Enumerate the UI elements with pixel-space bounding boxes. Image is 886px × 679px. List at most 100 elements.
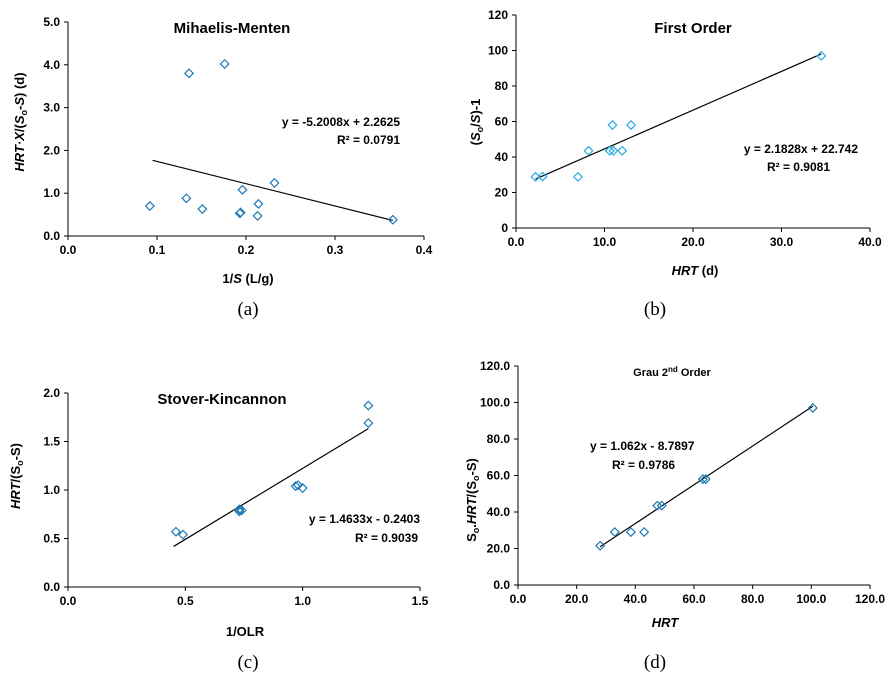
data-point [269,177,280,188]
x-tick-label: 40.0 [858,235,882,249]
y-tick-label: 40 [495,150,509,164]
panel-michaelis-menten: Mihaelis-Menten y = -5.2008x + 2.2625 R²… [12,15,433,320]
y-tick-label: 100 [488,44,508,58]
data-point [234,506,245,517]
panel-grau-second-order: Grau 2nd Order y = 1.062x - 8.7897 R² = … [464,359,885,673]
y-tick-label: 60 [495,115,509,129]
y-tick-label: 0.0 [43,229,60,243]
data-point [617,145,628,156]
x-axis-label: HRT (d) [672,263,719,278]
data-point [537,171,548,182]
y-axis-label: HRT·X/(So-S) (d) [12,72,29,171]
x-tick-label: 120.0 [855,592,885,606]
data-point [234,504,245,515]
x-tick-label: 0.3 [327,243,344,257]
x-tick-label: 10.0 [593,235,617,249]
data-point [235,207,246,218]
data-point [639,527,650,538]
data-point [609,527,620,538]
data-point [183,68,195,79]
data-point [144,200,155,212]
y-tick-label: 3.0 [43,101,60,115]
y-axis-label: So.HRT/(So-S) [464,458,481,542]
r-squared-label: R² = 0.0791 [337,133,400,147]
data-point [572,171,583,182]
x-tick-label: 0.0 [510,592,527,606]
data-point [236,505,247,516]
trendline-equation: y = 1.4633x - 0.2403 [309,512,420,526]
x-tick-label: 100.0 [796,592,826,606]
y-tick-label: 0.5 [43,532,60,546]
trendline [535,53,822,180]
data-point [530,171,541,182]
panel-caption: (a) [237,299,258,320]
trendline-equation: y = -5.2008x + 2.2625 [282,115,400,129]
data-point [177,529,189,540]
data-point [595,540,606,551]
data-point [170,526,181,537]
data-point [583,145,594,156]
r-squared-label: R² = 0.9081 [767,160,830,174]
data-point [363,418,374,429]
x-tick-label: 60.0 [682,592,706,606]
data-point [604,145,615,156]
trendline [173,428,369,547]
x-tick-label: 40.0 [624,592,648,606]
chart-title: Mihaelis-Menten [174,20,291,37]
data-point [237,184,248,195]
data-point [292,480,304,491]
data-point [363,400,374,411]
y-tick-label: 120.0 [480,359,510,373]
x-tick-label: 0.5 [177,594,194,608]
y-tick-label: 5.0 [43,15,60,29]
data-point [652,500,663,511]
x-tick-label: 1.5 [412,594,429,608]
data-point [290,481,301,492]
y-tick-label: 100.0 [480,396,510,410]
data-point [608,145,619,156]
data-point [253,198,264,209]
data-point [219,58,230,69]
y-tick-label: 80 [495,79,509,93]
data-point [625,527,636,538]
y-tick-label: 2.0 [43,143,60,157]
data-point [297,483,308,494]
data-point [607,120,618,131]
data-point [387,214,398,225]
y-tick-label: 20 [495,186,509,200]
y-tick-label: 60.0 [487,469,511,483]
panel-caption: (d) [644,652,666,673]
panel-caption: (b) [644,299,666,320]
x-tick-label: 30.0 [770,235,794,249]
chart-title: Stover-Kincannon [157,391,286,408]
panel-first-order: First Order y = 2.1828x + 22.742 R² = 0.… [468,8,882,320]
data-point [697,474,708,485]
x-tick-label: 0.1 [149,243,166,257]
y-axis-label: (So/S)-1 [468,99,485,146]
x-tick-label: 20.0 [681,235,705,249]
y-tick-label: 0.0 [43,580,60,594]
x-axis-label: 1/OLR [226,624,265,639]
data-point [197,203,208,215]
data-point [181,193,192,204]
trendline-equation: y = 2.1828x + 22.742 [744,142,858,156]
y-tick-label: 1.0 [43,483,60,497]
x-tick-label: 1.0 [294,594,311,608]
y-tick-label: 40.0 [487,505,511,519]
chart-title: First Order [654,20,732,37]
y-tick-label: 120 [488,8,508,22]
x-tick-label: 80.0 [741,592,765,606]
data-point [816,50,827,61]
data-point [656,500,667,511]
trendline [152,159,393,221]
x-tick-label: 0.4 [416,243,433,257]
panel-stover-kincannon: Stover-Kincannon y = 1.4633x - 0.2403 R²… [8,386,429,673]
y-tick-label: 1.0 [43,186,60,200]
y-tick-label: 0.0 [493,578,510,592]
r-squared-label: R² = 0.9786 [612,458,675,472]
x-tick-label: 0.2 [238,243,255,257]
data-point [700,474,711,485]
y-tick-label: 80.0 [487,432,511,446]
y-tick-label: 2.0 [43,386,60,400]
